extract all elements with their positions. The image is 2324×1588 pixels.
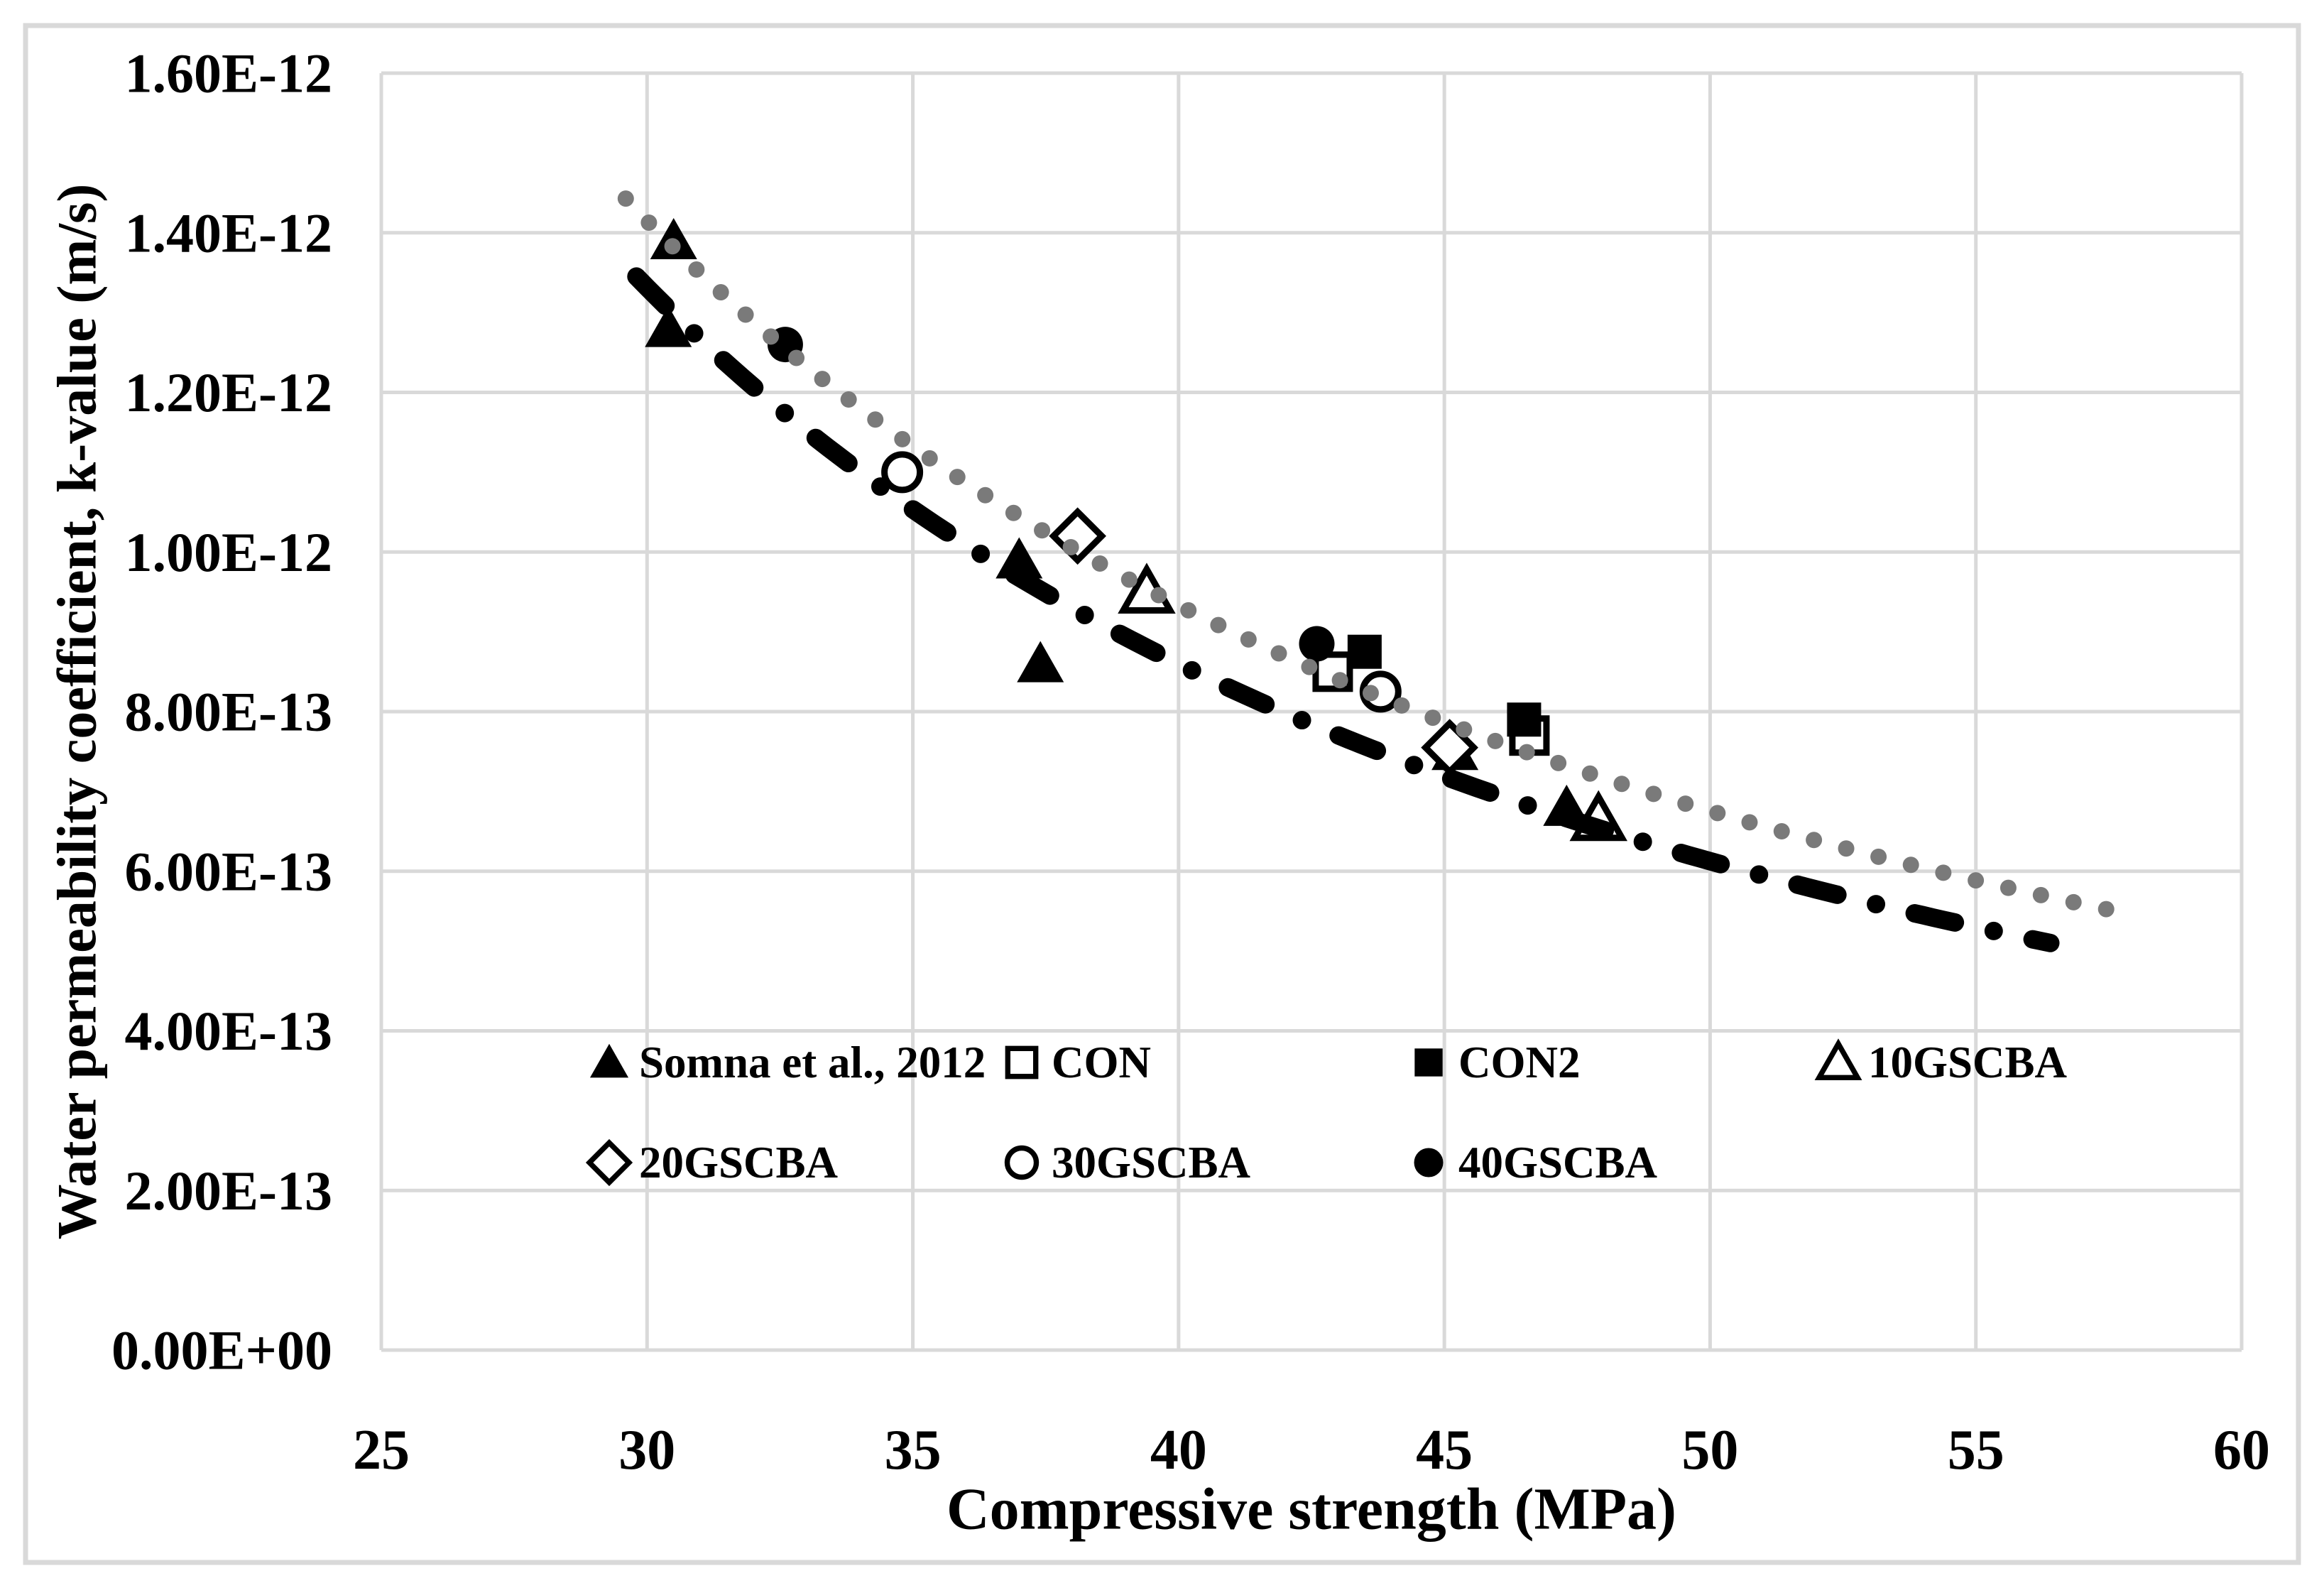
x-tick-label: 25 [353,1419,410,1481]
legend-item-40gscba: 40GSCBA [1414,1138,1658,1187]
open-circle-marker-legend-30gscba [1004,1145,1040,1180]
y-axis-tick-labels: 0.00E+00 2.00E-13 4.00E-13 6.00E-13 8.00E-13… [111,43,332,1381]
y-tick-label: 0.00E+00 [111,1320,332,1381]
y-tick-label: 6.00E-13 [125,840,333,902]
y-axis-title: Water permeability coefficient, k-value … [46,184,108,1240]
x-tick-label: 55 [1948,1419,2004,1481]
legend-item-con: CON [1005,1038,1151,1087]
x-tick-label: 35 [885,1419,942,1481]
filled-triangle-marker-somna-et-al-2012 [645,305,692,347]
open-diamond-marker-legend-20gscba [585,1138,633,1187]
legend-label-10gscba: 10GSCBA [1868,1038,2068,1087]
y-tick-label: 1.60E-12 [125,43,333,104]
figure-border [23,23,2301,1565]
x-tick-label: 50 [1681,1419,1738,1481]
x-tick-label: 45 [1416,1419,1473,1481]
y-tick-label: 1.40E-12 [125,202,333,263]
filled-square-marker-con2 [1507,702,1542,737]
dotted-gray-trendline [617,190,2144,924]
trendlines [617,190,2144,952]
x-axis-tick-labels: 25 30 35 40 45 50 55 60 [353,1419,2270,1481]
y-tick-label: 1.00E-12 [125,521,333,583]
filled-square-marker-legend-con2 [1414,1048,1443,1077]
x-tick-label: 30 [618,1419,675,1481]
legend-label-40gscba: 40GSCBA [1458,1138,1658,1187]
filled-square-marker-con2 [1347,634,1382,669]
open-triangle-marker-legend-10gscba [1814,1038,1862,1081]
filled-triangle-marker-legend-somna-et-al-2012 [589,1043,629,1078]
filled-triangle-marker-somna-et-al-2012 [995,537,1043,579]
y-tick-label: 8.00E-13 [125,681,333,743]
legend-label-30gscba: 30GSCBA [1052,1138,1251,1187]
filled-circle-marker-40gscba [1299,626,1335,662]
series-con2 [1347,634,1542,737]
legend-item-con2: CON2 [1414,1038,1581,1087]
filled-circle-marker-legend-40gscba [1414,1148,1444,1178]
legend-label-con2: CON2 [1458,1038,1581,1087]
legend: Somna et al., 2012 CON CON2 10GSCBA 20GSCBA 3… [585,1038,2068,1187]
legend-label-20gscba: 20GSCBA [639,1138,839,1187]
legend-item-20gscba: 20GSCBA [585,1138,839,1187]
legend-label-con: CON [1052,1038,1151,1087]
legend-item-30gscba: 30GSCBA [1004,1138,1251,1187]
open-square-marker-legend-con [1005,1045,1039,1079]
filled-triangle-marker-somna-et-al-2012 [1017,641,1064,682]
dash-dot-black-trendline [627,267,2060,952]
y-tick-label: 4.00E-13 [125,1000,333,1062]
y-tick-label: 2.00E-13 [125,1160,333,1222]
legend-label-somna-et-al-2012: Somna et al., 2012 [639,1038,986,1087]
legend-item-somna-et-al-2012: Somna et al., 2012 [589,1038,986,1087]
x-tick-label: 40 [1150,1419,1207,1481]
open-circle-marker-30gscba [881,451,924,494]
x-axis-title: Compressive strength (MPa) [946,1476,1676,1543]
y-tick-label: 1.20E-12 [125,361,333,423]
legend-item-10gscba: 10GSCBA [1814,1038,2068,1087]
x-tick-label: 60 [2213,1419,2270,1481]
